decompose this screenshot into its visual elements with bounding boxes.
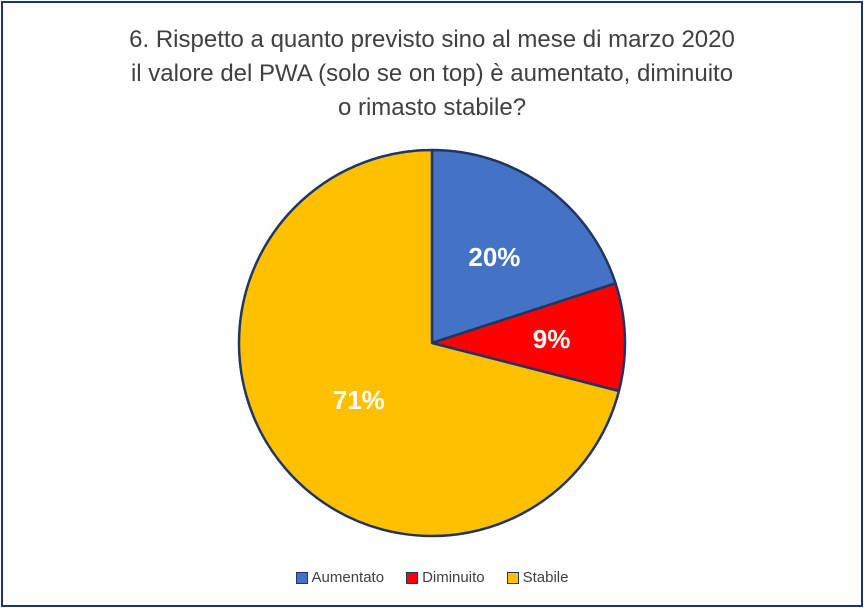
legend-label-aumentato: Aumentato bbox=[311, 569, 385, 586]
legend-swatch-aumentato bbox=[295, 571, 308, 584]
legend-swatch-stabile bbox=[506, 571, 519, 584]
pie-slice-stabile bbox=[237, 148, 621, 538]
legend-item-stabile: Stabile bbox=[506, 569, 569, 586]
legend-item-aumentato: Aumentato bbox=[295, 569, 385, 586]
chart-title: 6. Rispetto a quanto previsto sino al me… bbox=[43, 23, 821, 125]
pie-label-diminuito: 9% bbox=[533, 324, 571, 354]
pie-label-stabile: 71% bbox=[333, 385, 385, 415]
chart-title-line-1: 6. Rispetto a quanto previsto sino al me… bbox=[129, 26, 735, 53]
chart-legend: Aumentato Diminuito Stabile bbox=[3, 569, 861, 586]
legend-item-diminuito: Diminuito bbox=[406, 569, 485, 586]
legend-label-diminuito: Diminuito bbox=[422, 569, 485, 586]
pie-slice-aumentato bbox=[430, 148, 617, 345]
pie-slice-diminuito bbox=[430, 282, 627, 393]
legend-swatch-diminuito bbox=[406, 571, 419, 584]
pie-label-aumentato: 20% bbox=[468, 242, 520, 272]
chart-title-line-2: il valore del PWA (solo se on top) è aum… bbox=[130, 60, 734, 87]
chart-title-line-3: o rimasto stabile? bbox=[337, 94, 527, 121]
legend-label-stabile: Stabile bbox=[522, 569, 569, 586]
pie-chart: 20% 9% 71% bbox=[237, 148, 627, 538]
